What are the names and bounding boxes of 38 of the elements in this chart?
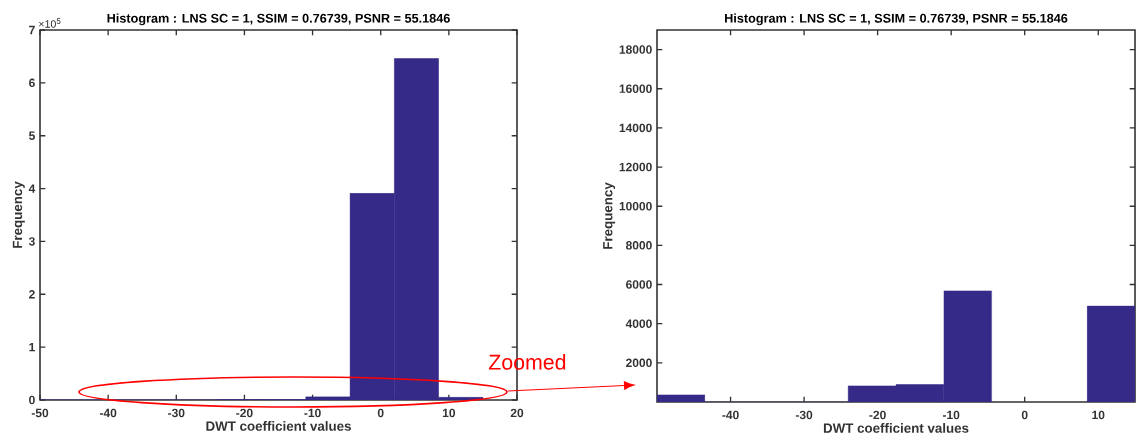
- chart-title: Histogram : LNS SC = 1, SSIM = 0.76739, PSNR = 55.1846: [725, 13, 1068, 26]
- x-axis-title: DWT coefficient values: [206, 421, 351, 431]
- y-tick-label: 6000: [626, 280, 652, 289]
- x-axis-title: DWT coefficient values: [823, 423, 969, 433]
- y-tick-label: 8000: [625, 241, 652, 250]
- x-tick-label: -40: [99, 408, 117, 418]
- x-tick-label: -30: [168, 408, 185, 418]
- text: ×10$^{5}$: [39, 18, 61, 28]
- y-tick-label: 4000: [625, 319, 652, 328]
- y-axis-title: Frequency: [12, 181, 25, 248]
- x-tick-label: -50: [31, 408, 49, 418]
- y-tick-label: 12000: [619, 162, 652, 172]
- y-tick-label: 4: [28, 184, 36, 193]
- y-tick-label: 5: [29, 131, 35, 140]
- x-tick-label: -20: [869, 410, 886, 420]
- x-tick-label: -30: [795, 410, 813, 420]
- x-tick-label: -10: [942, 410, 960, 420]
- y-tick-label: 10000: [619, 201, 652, 211]
- x-tick-label: 20: [510, 408, 524, 418]
- y-tick-label: 7: [29, 25, 35, 35]
- y-tick-label: 14000: [619, 123, 652, 133]
- x-tick-label: -40: [722, 410, 739, 420]
- y-tick-label: 0: [29, 395, 35, 405]
- y-tick-label: 2000: [626, 358, 652, 368]
- y-tick-label: 1: [29, 343, 35, 352]
- x-tick-label: 10: [1092, 410, 1105, 420]
- x-tick-label: -10: [304, 408, 321, 418]
- y-tick-label: 18000: [619, 45, 652, 54]
- y-tick-label: 3: [28, 237, 35, 246]
- x-tick-label: -20: [236, 408, 253, 418]
- y-tick-label: 6: [29, 78, 35, 88]
- chart-title: Histogram : LNS SC = 1, SSIM = 0.76739, PSNR = 55.1846: [107, 13, 450, 26]
- x-tick-label: 0: [1021, 410, 1028, 420]
- y-tick-label: 16000: [619, 84, 652, 93]
- x-tick-label: 10: [442, 408, 456, 418]
- y-tick-label: 2: [29, 290, 35, 299]
- y-axis-title: Frequency: [603, 182, 616, 249]
- x-tick-label: 0: [377, 408, 384, 418]
